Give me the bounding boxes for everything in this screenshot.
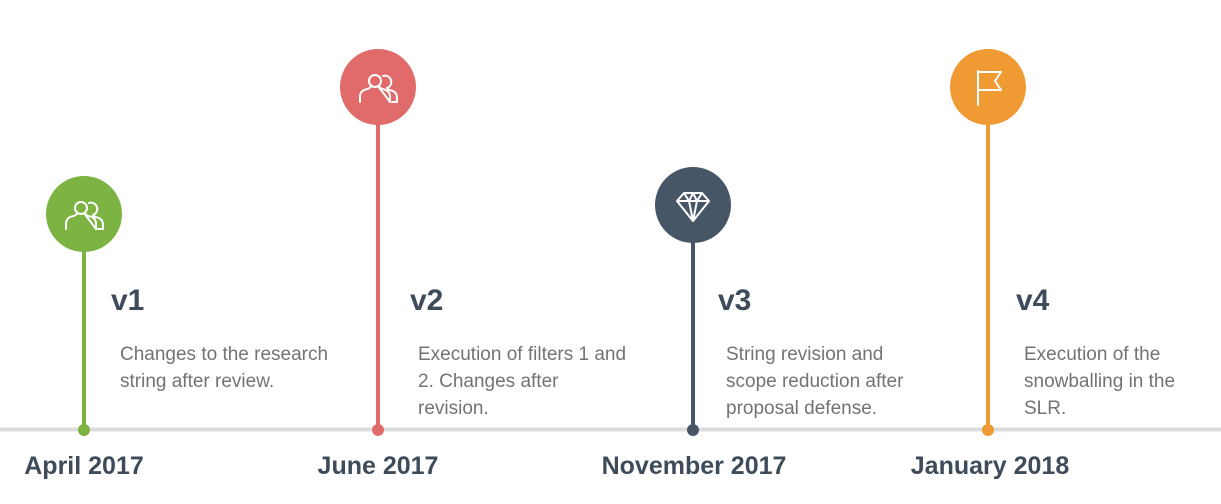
date-label-v4: January 2018	[910, 452, 1070, 480]
milestone-description-v4: Execution of the snowballing in the SLR.	[1024, 344, 1176, 419]
date-label-v3: November 2017	[601, 452, 787, 480]
milestone-dot	[982, 424, 994, 436]
milestone-dot	[372, 424, 384, 436]
date-label-v1: April 2017	[24, 452, 144, 480]
milestone-circle	[655, 167, 731, 243]
flag-icon	[977, 70, 1002, 106]
date-label-v2: June 2017	[317, 452, 439, 480]
version-label-v1: v1	[111, 284, 145, 317]
milestone-dot	[78, 424, 90, 436]
milestone-marker-v2	[340, 49, 416, 436]
milestone-circle	[46, 176, 122, 252]
milestone-circle	[950, 49, 1026, 125]
milestone-circle	[340, 49, 416, 125]
diamond-icon	[676, 192, 710, 222]
milestone-dot	[687, 424, 699, 436]
users-icon	[65, 201, 104, 230]
version-label-v4: v4	[1016, 284, 1050, 317]
version-label-v2: v2	[410, 284, 444, 317]
milestone-description-v1: Changes to the research string after rev…	[120, 344, 329, 392]
milestone-marker-v4	[950, 49, 1026, 436]
milestone-description-v3: String revision and scope reduction afte…	[726, 344, 904, 419]
users-icon	[359, 74, 398, 103]
version-label-v3: v3	[718, 284, 752, 317]
milestone-description-v2: Execution of filters 1 and 2. Changes af…	[418, 344, 627, 419]
